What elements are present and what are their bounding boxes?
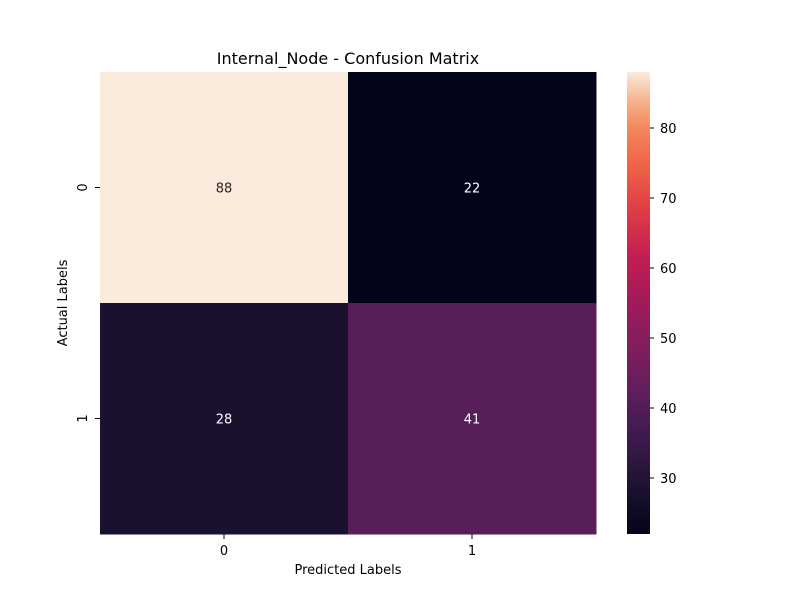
colorbar: 30 40 50 60 70 80 (627, 72, 677, 534)
heatmap-cell (100, 303, 349, 535)
heatmap-cell (100, 72, 349, 304)
chart-title: Internal_Node - Confusion Matrix (217, 49, 479, 69)
colorbar-ticks: 30 40 50 60 70 80 (650, 122, 677, 487)
colorbar-tick-label: 30 (660, 472, 677, 487)
x-tick-label: 0 (220, 544, 228, 559)
colorbar-tick-label: 40 (660, 402, 677, 417)
colorbar-gradient (627, 72, 650, 534)
heatmap-annotations: 88 22 28 41 (216, 182, 481, 428)
colorbar-tick-label: 50 (660, 332, 677, 347)
y-axis-label: Actual Labels (56, 259, 71, 346)
heatmap-cell (348, 72, 597, 304)
cell-value-label: 41 (464, 413, 481, 428)
colorbar-tick-label: 60 (660, 262, 677, 277)
cell-value-label: 88 (216, 182, 233, 197)
cell-value-label: 28 (216, 413, 233, 428)
colorbar-tick-label: 70 (660, 192, 677, 207)
cell-value-label: 22 (464, 182, 481, 197)
x-axis-label: Predicted Labels (294, 563, 401, 578)
x-tick-label: 1 (468, 544, 476, 559)
y-axis-ticks: 01 (76, 183, 100, 423)
y-tick-label: 0 (76, 183, 91, 191)
colorbar-tick-label: 80 (660, 122, 677, 137)
heatmap-cells (100, 72, 597, 535)
heatmap-cell (348, 303, 597, 535)
y-tick-label: 1 (76, 414, 91, 422)
